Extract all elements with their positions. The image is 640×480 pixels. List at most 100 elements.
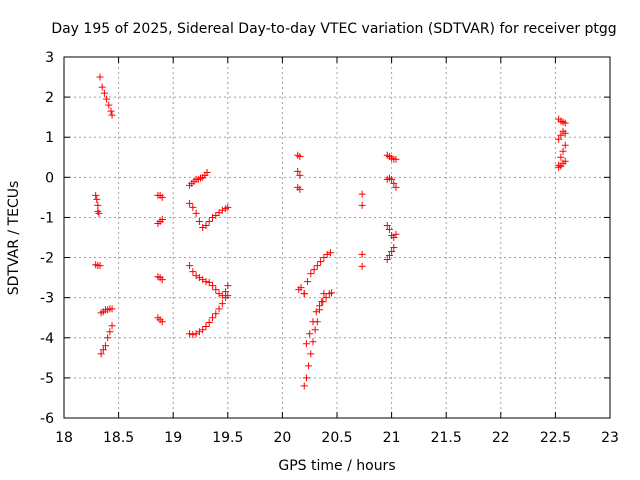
data-point xyxy=(186,330,194,338)
data-point xyxy=(205,217,213,225)
data-point xyxy=(310,266,318,274)
data-point xyxy=(104,334,112,342)
data-point xyxy=(305,362,313,370)
data-point xyxy=(383,221,391,229)
x-tick-label: 18.5 xyxy=(103,430,134,446)
data-point xyxy=(306,330,314,338)
data-point xyxy=(392,155,400,163)
data-point xyxy=(561,157,569,165)
data-point xyxy=(300,382,308,390)
data-point xyxy=(297,284,305,292)
data-point xyxy=(296,185,304,193)
data-point xyxy=(202,323,210,331)
data-point xyxy=(320,254,328,262)
data-point xyxy=(100,89,108,97)
data-point xyxy=(302,374,310,382)
data-point xyxy=(203,169,211,177)
data-point xyxy=(186,262,194,270)
x-tick-label: 18 xyxy=(55,430,73,446)
series-d5 xyxy=(300,249,334,298)
y-tick-label: -5 xyxy=(40,371,54,387)
series-f3 xyxy=(383,221,400,241)
data-point xyxy=(212,286,220,294)
series-c4 xyxy=(186,292,232,339)
data-point xyxy=(385,252,393,260)
series-g3 xyxy=(555,141,569,169)
data-point xyxy=(309,338,317,346)
data-point xyxy=(107,107,115,115)
data-point xyxy=(561,141,569,149)
series-d4 xyxy=(295,284,308,298)
data-point xyxy=(189,268,197,276)
data-point xyxy=(105,101,113,109)
data-point xyxy=(96,262,104,270)
series-b4 xyxy=(154,314,166,326)
data-point xyxy=(385,225,393,233)
data-point xyxy=(322,294,330,302)
data-point xyxy=(311,326,319,334)
data-point xyxy=(294,167,302,175)
data-point xyxy=(199,326,207,334)
data-point xyxy=(205,319,213,327)
data-point xyxy=(189,331,197,339)
data-point xyxy=(158,276,166,284)
data-point xyxy=(215,305,223,313)
data-point xyxy=(318,298,326,306)
data-point xyxy=(390,179,398,187)
data-point xyxy=(222,288,230,296)
y-tick-label: 0 xyxy=(45,170,54,186)
series-f1 xyxy=(383,151,400,163)
data-point xyxy=(296,152,304,160)
data-point xyxy=(358,201,366,209)
y-tick-label: 3 xyxy=(45,50,54,66)
data-point xyxy=(224,292,232,300)
data-point xyxy=(392,230,400,238)
data-point xyxy=(218,206,226,214)
data-point xyxy=(390,244,398,252)
data-point xyxy=(96,73,104,81)
series-d7 xyxy=(300,290,328,390)
series-f2 xyxy=(383,174,400,191)
data-point xyxy=(383,256,391,264)
series-d1 xyxy=(294,151,304,160)
data-point xyxy=(202,221,210,229)
series-d2 xyxy=(294,167,304,179)
data-point xyxy=(108,305,116,313)
series-a5 xyxy=(97,322,116,358)
data-point xyxy=(557,153,565,161)
series-g4 xyxy=(555,157,569,171)
series-f4 xyxy=(383,244,398,264)
grid xyxy=(64,57,610,418)
series-c1 xyxy=(186,169,211,189)
series-b1 xyxy=(154,191,166,201)
data-points xyxy=(92,73,569,390)
chart-title: Day 195 of 2025, Sidereal Day-to-day VTE… xyxy=(51,21,616,37)
data-point xyxy=(320,290,328,298)
data-point xyxy=(218,300,226,308)
x-tick-label: 22.5 xyxy=(540,430,571,446)
data-point xyxy=(300,290,308,298)
data-point xyxy=(561,129,569,137)
data-point xyxy=(561,119,569,127)
x-tick-label: 21.5 xyxy=(431,430,462,446)
data-point xyxy=(317,258,325,266)
data-point xyxy=(358,190,366,198)
y-tick-label: -1 xyxy=(40,210,54,226)
series-c3 xyxy=(186,262,232,300)
series-g2 xyxy=(555,127,569,143)
data-point xyxy=(307,350,315,358)
data-point xyxy=(97,350,105,358)
data-point xyxy=(313,318,321,326)
data-point xyxy=(209,314,217,322)
data-point xyxy=(108,111,116,119)
series-a4 xyxy=(97,305,116,317)
data-point xyxy=(313,262,321,270)
data-point xyxy=(202,278,210,286)
series-a1 xyxy=(96,73,116,119)
data-point xyxy=(388,248,396,256)
data-point xyxy=(209,282,217,290)
axis-ticks: 18 18.5 19 19.5 20 20.5 21 21.5 22 22.5 23-6-5-4-3… xyxy=(40,50,619,446)
data-point xyxy=(98,83,106,91)
data-point xyxy=(302,340,310,348)
data-point xyxy=(307,270,315,278)
